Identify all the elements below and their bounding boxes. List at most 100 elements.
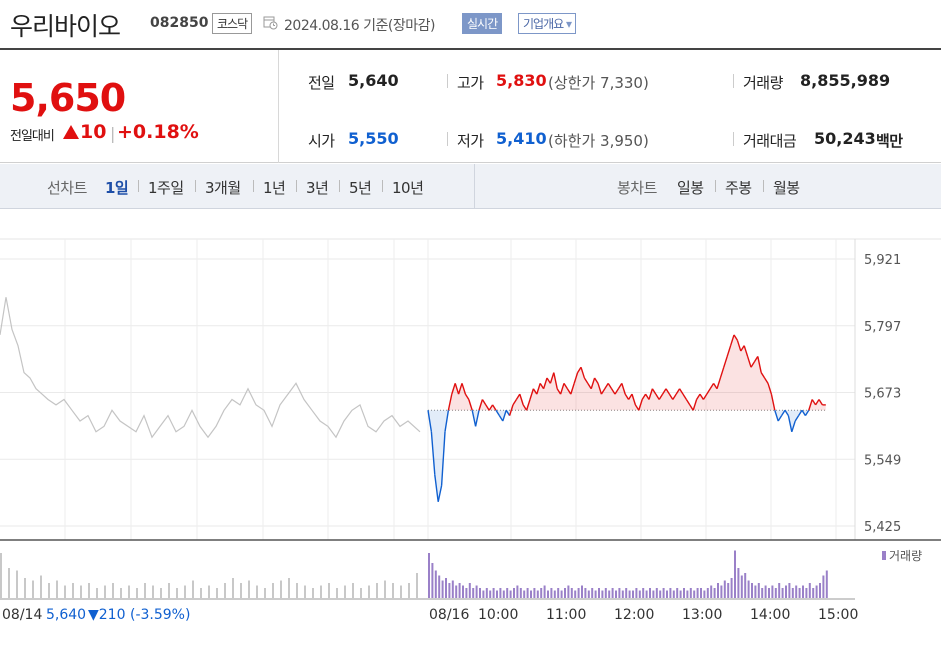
today-area-segment bbox=[462, 383, 466, 411]
today-line-segment bbox=[641, 393, 647, 400]
today-line-segment bbox=[692, 399, 698, 411]
today-area-segment bbox=[438, 410, 442, 502]
today-area-segment bbox=[598, 383, 602, 411]
y-tick-label: 5,921 bbox=[864, 253, 901, 268]
prev-day-volume-bar bbox=[208, 585, 210, 598]
today-volume-bar bbox=[713, 588, 716, 598]
today-area-segment bbox=[570, 383, 575, 411]
period-option-1y[interactable]: 1년 bbox=[263, 179, 286, 197]
today-line-segment bbox=[444, 410, 450, 432]
today-line-segment bbox=[542, 377, 548, 389]
today-volume-bar bbox=[788, 583, 791, 598]
prev-day-volume-bar bbox=[104, 585, 106, 598]
today-area-segment bbox=[676, 388, 680, 411]
today-volume-bar bbox=[666, 590, 668, 598]
today-line-segment bbox=[668, 393, 674, 400]
today-line-segment bbox=[600, 388, 606, 395]
today-volume-bar bbox=[543, 585, 546, 598]
today-volume-bar bbox=[465, 588, 468, 598]
prev-day-volume-bar bbox=[72, 583, 74, 598]
period-option-5y[interactable]: 5년 bbox=[349, 179, 372, 197]
intraday-chart: 5,921 5,797 5,673 5,549 5,425 10:00 11:00 12:00… bbox=[0, 238, 941, 623]
amount-label: 거래대금 bbox=[743, 132, 797, 150]
y-tick-label: 5,425 bbox=[864, 520, 901, 535]
prev-day-change-label: ▼210 bbox=[88, 607, 126, 623]
prev-day-volume-bar bbox=[144, 583, 146, 598]
company-overview-button[interactable]: 기업개요 ▾ bbox=[518, 13, 577, 34]
upper-limit: (상한가 7,330) bbox=[548, 74, 649, 92]
period-option-10y[interactable]: 10년 bbox=[392, 179, 424, 197]
today-line-segment bbox=[770, 393, 776, 411]
today-line-segment bbox=[525, 399, 531, 411]
candle-option-daily[interactable]: 일봉 bbox=[677, 179, 704, 197]
open-value: 5,550 bbox=[348, 129, 399, 148]
today-volume-bar bbox=[805, 588, 808, 598]
today-line-segment bbox=[729, 334, 735, 346]
today-volume-bar bbox=[642, 588, 645, 598]
today-volume-bar bbox=[689, 588, 692, 598]
today-area-segment bbox=[713, 383, 717, 411]
amount-unit: 백만 bbox=[876, 132, 903, 150]
today-line-segment bbox=[801, 409, 806, 417]
today-line-segment bbox=[774, 410, 779, 422]
period-option-3m[interactable]: 3개월 bbox=[205, 179, 241, 197]
prev-day-volume-bar bbox=[128, 585, 130, 598]
today-line-segment bbox=[746, 356, 752, 368]
today-volume-bar bbox=[434, 570, 437, 598]
today-line-segment bbox=[430, 431, 436, 475]
line-chart-label: 선차트 bbox=[47, 179, 87, 197]
period-option-1d[interactable]: 1일 bbox=[105, 179, 129, 197]
today-volume-bar bbox=[812, 588, 815, 598]
today-line-segment bbox=[492, 404, 497, 411]
today-area-segment bbox=[815, 399, 819, 411]
prev-day-volume-bar bbox=[120, 588, 122, 598]
today-volume-bar bbox=[791, 588, 794, 598]
period-selector-bar: 선차트 1일 1주일 3개월 1년 3년 5년 10년 봉차트 일봉 주봉 월봉 bbox=[0, 164, 941, 209]
today-area-segment bbox=[482, 399, 486, 411]
today-line-segment bbox=[723, 356, 728, 368]
today-line-segment bbox=[794, 415, 800, 422]
period-option-3y[interactable]: 3년 bbox=[306, 179, 329, 197]
today-volume-bar bbox=[468, 583, 471, 598]
change-percent: +0.18% bbox=[117, 121, 199, 143]
today-line-segment bbox=[427, 410, 433, 432]
chevron-down-icon: ▾ bbox=[566, 17, 572, 31]
today-area-segment bbox=[744, 345, 748, 411]
today-area-segment bbox=[584, 377, 588, 411]
realtime-button[interactable]: 실시간 bbox=[462, 13, 503, 34]
prev-day-volume-bar bbox=[408, 583, 410, 598]
low-value: 5,410 bbox=[496, 129, 547, 148]
company-overview-label: 기업개요 bbox=[523, 17, 564, 31]
today-volume-bar bbox=[730, 578, 733, 598]
today-line-segment bbox=[549, 372, 555, 384]
prev-close-label: 전일 bbox=[308, 74, 335, 92]
today-line-segment bbox=[434, 474, 439, 502]
today-volume-bar bbox=[825, 570, 828, 598]
today-area-segment bbox=[547, 377, 551, 411]
today-area-segment bbox=[706, 388, 711, 411]
y-tick-label: 5,797 bbox=[864, 320, 901, 335]
today-line-segment bbox=[512, 399, 517, 406]
prev-day-volume-bar bbox=[312, 588, 314, 598]
candle-option-monthly[interactable]: 월봉 bbox=[773, 179, 800, 197]
today-volume-bar bbox=[662, 588, 665, 598]
divider bbox=[733, 132, 734, 146]
today-area-segment bbox=[822, 404, 826, 411]
today-volume-bar bbox=[679, 590, 682, 598]
today-volume-bar bbox=[645, 590, 648, 598]
today-line-segment bbox=[481, 399, 487, 406]
today-area-segment bbox=[679, 388, 683, 411]
period-option-1w[interactable]: 1주일 bbox=[148, 179, 184, 197]
today-area-segment bbox=[751, 361, 755, 411]
today-line-segment bbox=[740, 345, 745, 352]
today-volume-bar bbox=[594, 590, 597, 598]
today-area-segment bbox=[740, 345, 745, 411]
candle-option-weekly[interactable]: 주봉 bbox=[725, 179, 752, 197]
divider bbox=[339, 180, 340, 192]
today-line-segment bbox=[566, 388, 572, 395]
today-volume-bar bbox=[574, 590, 577, 598]
divider bbox=[296, 180, 297, 192]
today-line-segment bbox=[553, 372, 558, 389]
today-volume-bar bbox=[761, 588, 764, 598]
prev-day-volume-bar bbox=[280, 580, 282, 598]
